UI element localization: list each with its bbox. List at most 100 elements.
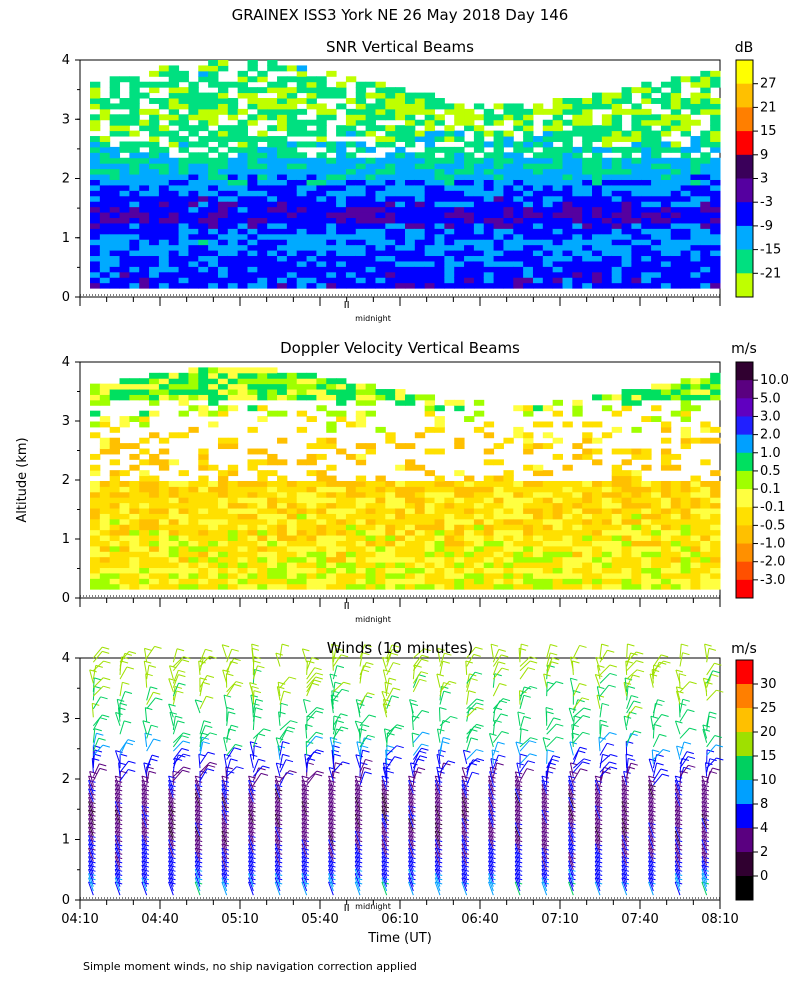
snr-cell (690, 179, 701, 186)
doppler-cell (247, 562, 258, 569)
doppler-cell (129, 518, 140, 525)
snr-cell (188, 179, 199, 186)
snr-cell (217, 233, 229, 240)
doppler-cell (316, 545, 327, 552)
doppler-cell (395, 556, 406, 563)
doppler-cell (532, 578, 544, 585)
wind-barb (274, 775, 281, 790)
snr-cell (149, 70, 160, 77)
snr-cell (641, 87, 652, 94)
snr-cell (99, 250, 111, 257)
doppler-cell (434, 551, 445, 558)
snr-cell (247, 277, 258, 284)
snr-cell (454, 130, 465, 137)
doppler-cell (129, 567, 140, 574)
doppler-cell (345, 480, 357, 487)
snr-cell (523, 228, 534, 235)
snr-cell (316, 81, 327, 88)
snr-cell (592, 271, 603, 278)
snr-cell (444, 212, 455, 219)
doppler-panel-title: Doppler Velocity Vertical Beams (280, 339, 520, 357)
doppler-cell (188, 572, 199, 579)
wind-barb (92, 685, 104, 697)
snr-cell (523, 184, 534, 191)
snr-cell (483, 130, 495, 137)
wind-barb (88, 881, 94, 896)
doppler-cell (158, 448, 170, 455)
snr-cell (365, 212, 376, 219)
wind-barb (88, 780, 94, 794)
doppler-cell (483, 524, 495, 531)
snr-cell (109, 271, 121, 278)
doppler-cell (483, 535, 495, 541)
wind-barb (306, 770, 318, 782)
snr-cell (621, 146, 632, 153)
snr-cell (247, 250, 258, 257)
snr-cell (582, 184, 593, 191)
doppler-cell (188, 367, 199, 374)
snr-cell (149, 125, 160, 132)
doppler-cell (395, 529, 406, 536)
doppler-cell (690, 508, 701, 514)
snr-cell (493, 282, 504, 289)
doppler-cell (454, 540, 465, 547)
snr-cell (483, 260, 495, 267)
snr-cell (336, 233, 347, 240)
doppler-cell (700, 562, 711, 569)
snr-cell (99, 201, 111, 208)
doppler-cell (345, 540, 357, 547)
doppler-cell (680, 486, 691, 493)
doppler-cell (139, 545, 150, 552)
doppler-cell (660, 437, 672, 444)
wind-barb (194, 809, 201, 824)
doppler-cell (651, 556, 662, 563)
snr-cell (247, 201, 258, 208)
snr-cell (532, 190, 544, 197)
doppler-cell (208, 513, 219, 520)
doppler-cell (542, 540, 554, 547)
doppler-cell (710, 491, 721, 498)
snr-cell (365, 163, 376, 170)
snr-cell (473, 206, 485, 213)
doppler-cell (670, 464, 682, 471)
doppler-cell (621, 470, 632, 477)
doppler-cell (414, 491, 426, 498)
snr-cell (601, 217, 613, 224)
wind-barb (194, 831, 201, 845)
snr-cell (670, 277, 682, 284)
doppler-cell (306, 416, 317, 422)
snr-cell (306, 81, 317, 88)
doppler-cell (119, 389, 130, 395)
snr-cell (424, 179, 436, 186)
wind-barb (301, 852, 308, 866)
doppler-cell (631, 491, 642, 498)
doppler-cell (424, 578, 436, 585)
snr-cell (99, 239, 111, 246)
snr-cell (139, 201, 150, 208)
doppler-cell (562, 497, 573, 504)
doppler-cell (641, 416, 652, 422)
snr-cell (168, 222, 180, 229)
snr-cell (277, 190, 288, 197)
snr-cell (237, 255, 248, 262)
doppler-cell (257, 416, 268, 422)
wind-barb (248, 877, 254, 892)
snr-cell (119, 277, 130, 284)
doppler-cell (631, 551, 642, 558)
snr-cell (168, 195, 180, 202)
doppler-cell (444, 567, 455, 574)
snr-cell (434, 179, 445, 186)
snr-cell (227, 260, 239, 267)
wind-barb (88, 864, 94, 879)
wind-barb-flag (181, 659, 190, 663)
wind-barb (221, 805, 228, 820)
snr-cell (139, 141, 150, 148)
snr-cell (227, 190, 239, 197)
doppler-cell (395, 583, 406, 590)
snr-cell (277, 119, 288, 126)
doppler-cell (601, 583, 613, 590)
doppler-cell (178, 524, 189, 531)
doppler-cell (247, 502, 258, 509)
snr-cell (405, 255, 416, 262)
snr-cell (168, 217, 180, 224)
